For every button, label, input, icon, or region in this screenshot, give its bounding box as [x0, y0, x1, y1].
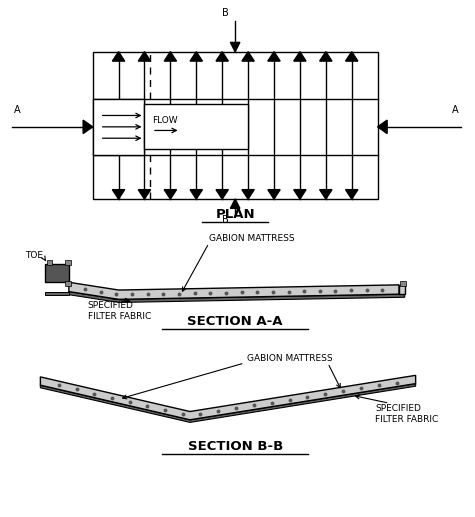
Text: GABION MATTRESS: GABION MATTRESS	[247, 354, 332, 363]
Text: TOE: TOE	[25, 251, 43, 260]
Polygon shape	[216, 52, 228, 61]
Text: A: A	[14, 105, 21, 115]
Text: PLAN: PLAN	[215, 208, 255, 221]
Bar	[399, 285, 405, 294]
Bar	[65, 281, 71, 286]
Polygon shape	[294, 190, 306, 199]
Polygon shape	[69, 282, 399, 299]
Polygon shape	[164, 190, 177, 199]
Polygon shape	[268, 190, 280, 199]
Polygon shape	[320, 190, 332, 199]
Polygon shape	[230, 42, 240, 52]
Polygon shape	[83, 120, 93, 133]
Polygon shape	[294, 52, 306, 61]
Polygon shape	[268, 52, 280, 61]
Bar	[144, 104, 248, 149]
Polygon shape	[190, 52, 202, 61]
Polygon shape	[69, 292, 405, 302]
Polygon shape	[378, 120, 387, 133]
Text: A: A	[452, 105, 458, 115]
Text: B: B	[222, 8, 229, 18]
Text: GABION MATTRESS: GABION MATTRESS	[209, 234, 294, 243]
Polygon shape	[320, 52, 332, 61]
Text: B: B	[222, 215, 229, 224]
Bar	[400, 281, 406, 286]
Bar	[47, 260, 52, 265]
Polygon shape	[138, 190, 151, 199]
Polygon shape	[190, 190, 202, 199]
Text: SPECIFIED
FILTER FABRIC: SPECIFIED FILTER FABRIC	[375, 404, 438, 424]
Polygon shape	[113, 52, 125, 61]
Bar	[93, 99, 144, 155]
Polygon shape	[242, 190, 254, 199]
Polygon shape	[113, 190, 125, 199]
Polygon shape	[345, 52, 358, 61]
Bar	[45, 292, 69, 295]
Bar	[65, 260, 71, 265]
Bar	[93, 52, 378, 199]
Text: SECTION B-B: SECTION B-B	[188, 440, 283, 453]
Text: SPECIFIED
FILTER FABRIC: SPECIFIED FILTER FABRIC	[88, 301, 151, 321]
Text: SECTION A-A: SECTION A-A	[187, 315, 283, 328]
Polygon shape	[164, 52, 177, 61]
Polygon shape	[345, 190, 358, 199]
Polygon shape	[138, 52, 151, 61]
Text: FLOW: FLOW	[152, 116, 178, 125]
Polygon shape	[242, 52, 254, 61]
Polygon shape	[45, 264, 69, 282]
Polygon shape	[40, 384, 416, 422]
Polygon shape	[216, 190, 228, 199]
Polygon shape	[40, 375, 416, 420]
Polygon shape	[230, 199, 240, 208]
